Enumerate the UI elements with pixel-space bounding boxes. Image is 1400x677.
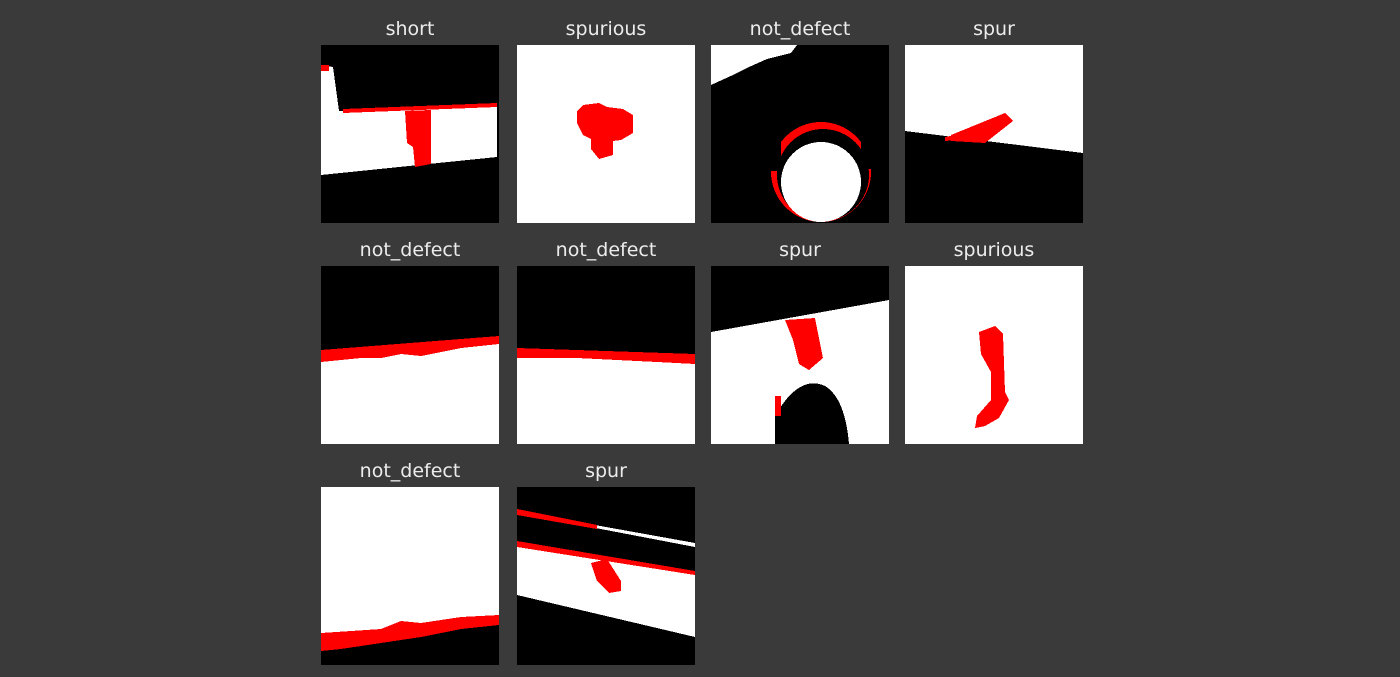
- tile-image: [321, 487, 499, 665]
- tile-image: [517, 487, 695, 665]
- tile-label: not_defect: [359, 239, 461, 261]
- tile-image: [905, 266, 1083, 444]
- tile-image: [517, 266, 695, 444]
- tile-label: not_defect: [749, 18, 851, 40]
- tile-label: spur: [585, 460, 627, 482]
- tile-image: [517, 45, 695, 223]
- tile-label: short: [385, 18, 435, 40]
- tile-image: [711, 266, 889, 444]
- tile-label: spurious: [953, 239, 1035, 261]
- tile-image: [321, 45, 499, 223]
- tile-image: [321, 266, 499, 444]
- tile-image: [905, 45, 1083, 223]
- tile-label: spur: [779, 239, 821, 261]
- tile-label: not_defect: [359, 460, 461, 482]
- tile-label: spur: [973, 18, 1015, 40]
- tile-label: spurious: [565, 18, 647, 40]
- tile-label: not_defect: [555, 239, 657, 261]
- tile-image: [711, 45, 889, 223]
